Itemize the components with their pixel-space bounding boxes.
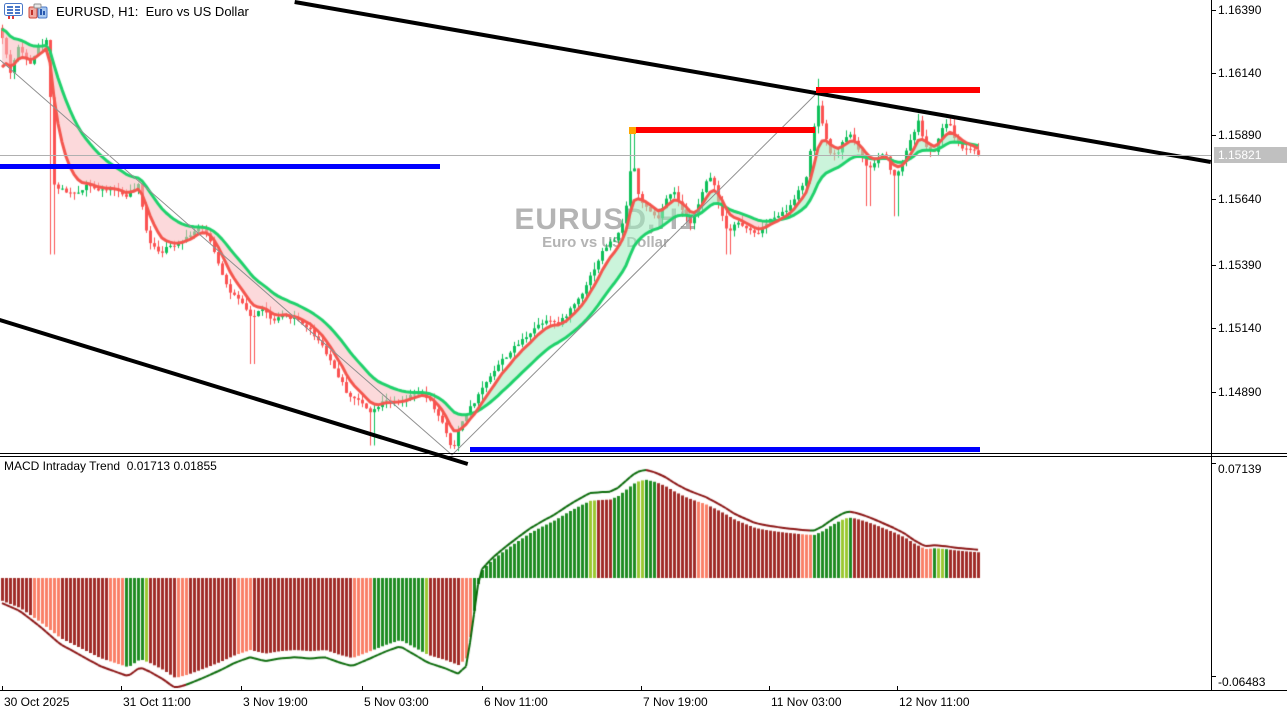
chart-bars-icon[interactable]: [28, 3, 48, 19]
price-axis-label: 1.15390: [1218, 258, 1262, 272]
time-axis-label: 11 Nov 03:00: [771, 695, 842, 709]
time-axis-label: 5 Nov 03:00: [364, 695, 429, 709]
price-axis-label: 1.16390: [1218, 3, 1262, 17]
macd-axis-label: -0.06483: [1218, 675, 1266, 689]
chart-header: EURUSD, H1: Euro vs US Dollar: [4, 3, 249, 19]
price-axis-label: 1.14890: [1218, 385, 1262, 399]
price-axis-label: 1.15890: [1218, 128, 1262, 142]
time-axis-label: 7 Nov 19:00: [643, 695, 708, 709]
price-axis-label: 1.16140: [1218, 66, 1262, 80]
quotes-grid-icon[interactable]: [4, 3, 23, 19]
current-price-line: [0, 155, 1211, 156]
time-scale[interactable]: 30 Oct 2025 31 Oct 11:00 3 Nov 19:00 5 Nov …: [0, 686, 1287, 718]
price-axis-label: 1.15640: [1218, 192, 1262, 206]
time-axis-label: 12 Nov 11:00: [899, 695, 970, 709]
line-anchor-dot[interactable]: [629, 127, 636, 134]
time-axis-label: 3 Nov 19:00: [243, 695, 308, 709]
resistance-line-red-mid[interactable]: [632, 127, 815, 133]
macd-value-2: 0.01855: [173, 459, 217, 473]
macd-name: MACD Intraday Trend: [4, 459, 121, 473]
current-price-tag: 1.15821: [1214, 147, 1287, 163]
price-scale[interactable]: 1.15821 1.16390 1.16140 1.15890 1.15640 1.15…: [1211, 0, 1287, 690]
time-axis-label: 6 Nov 11:00: [484, 695, 548, 709]
panel-separator[interactable]: [0, 453, 1287, 454]
support-line-blue-left[interactable]: [0, 164, 440, 169]
chart-title: EURUSD, H1: Euro vs US Dollar: [56, 3, 249, 19]
time-axis-label: 30 Oct 2025: [4, 695, 70, 709]
macd-value-1: 0.01713: [126, 459, 171, 473]
price-axis-label: 1.15140: [1218, 321, 1262, 335]
macd-indicator-label: MACD Intraday Trend 0.01713 0.01855: [4, 459, 217, 473]
panel-separator-inner: [0, 456, 1287, 457]
support-line-blue-bottom[interactable]: [470, 447, 980, 452]
resistance-line-red-top[interactable]: [816, 87, 980, 93]
time-axis-label: 31 Oct 11:00: [123, 695, 191, 709]
macd-axis-label: 0.07139: [1218, 462, 1262, 476]
